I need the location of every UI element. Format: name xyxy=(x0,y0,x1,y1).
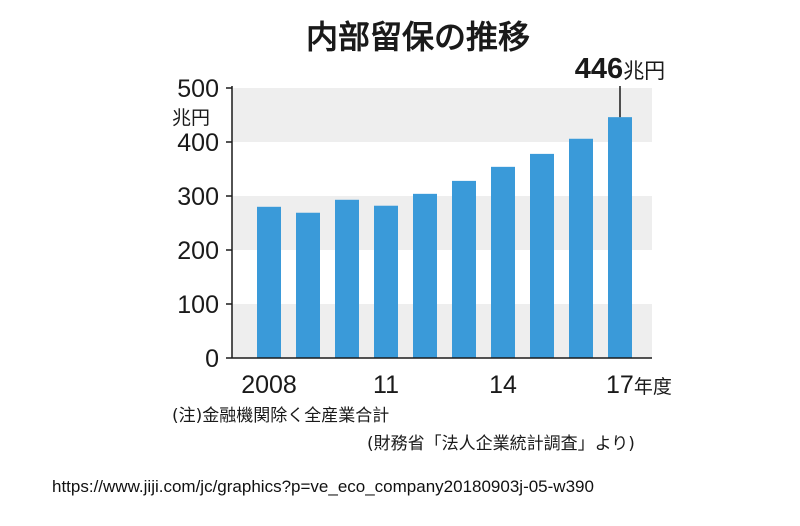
bar xyxy=(335,199,359,358)
x-tick-label: 11 xyxy=(373,371,399,399)
x-tick-label: 14 xyxy=(489,371,517,399)
annotation-unit: 兆円 xyxy=(623,59,665,83)
bar xyxy=(452,180,476,358)
y-tick-label: 200 xyxy=(177,237,219,265)
bar xyxy=(413,193,437,358)
bar xyxy=(491,166,515,358)
footnote: (注)金融機関除く全産業合計 xyxy=(172,406,389,426)
annotation-label: 446兆円 xyxy=(575,53,665,85)
bar xyxy=(296,212,320,358)
source-note: (財務省「法人企業統計調査」より) xyxy=(367,434,635,454)
source-url[interactable]: https://www.jiji.com/jc/graphics?p=ve_ec… xyxy=(52,477,594,496)
y-tick-label: 0 xyxy=(205,345,219,373)
annotation-value: 446 xyxy=(575,53,623,85)
x-axis-labels: 2008 11 14 17年度 xyxy=(241,371,672,399)
bar xyxy=(569,138,593,358)
bar xyxy=(257,206,281,358)
y-tick-label: 100 xyxy=(177,291,219,319)
y-axis-unit: 兆円 xyxy=(172,107,210,129)
y-tick-label: 300 xyxy=(177,183,219,211)
chart-title: 内部留保の推移 xyxy=(306,18,530,56)
y-tick-label: 400 xyxy=(177,129,219,157)
grid-band xyxy=(232,88,652,142)
y-tick-label: 500 xyxy=(177,75,219,103)
bars xyxy=(257,117,632,358)
bar xyxy=(530,153,554,358)
y-axis-labels: 0 100 200 300 400 500 xyxy=(177,75,219,373)
bar xyxy=(608,117,632,358)
x-axis-suffix: 年度 xyxy=(634,376,672,398)
x-tick-label: 17年度 xyxy=(606,371,672,399)
bar xyxy=(374,205,398,358)
axes xyxy=(226,86,652,359)
x-tick-label: 2008 xyxy=(241,371,297,399)
